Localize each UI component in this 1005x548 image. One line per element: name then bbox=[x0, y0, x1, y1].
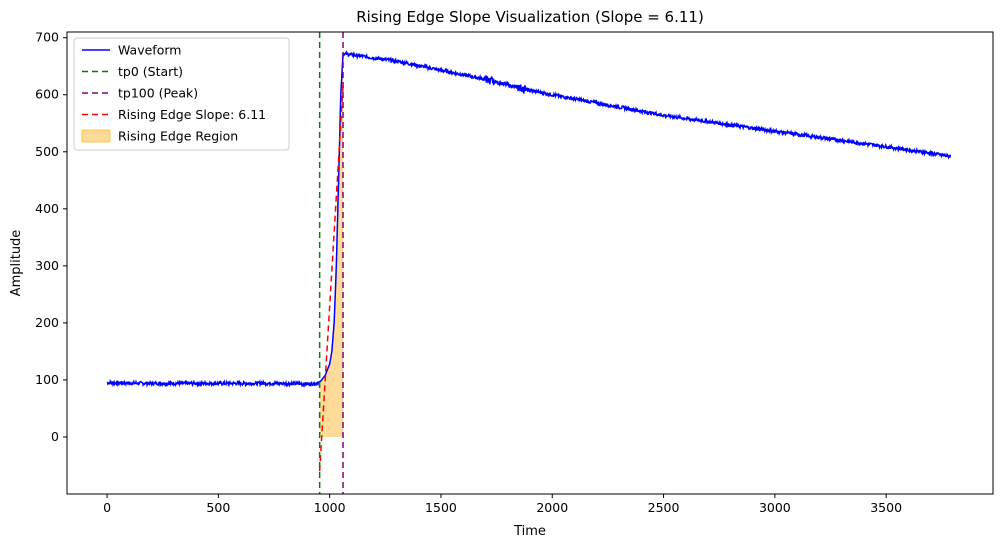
legend-label-tp0: tp0 (Start) bbox=[118, 64, 183, 79]
x-axis: 0 500 1000 1500 2000 2500 3000 3500 bbox=[103, 494, 902, 515]
plot-area bbox=[106, 32, 952, 494]
legend-swatch-region bbox=[81, 129, 111, 143]
x-tick-label: 1000 bbox=[314, 500, 346, 515]
x-tick-label: 3500 bbox=[870, 500, 902, 515]
x-axis-label: Time bbox=[513, 524, 546, 539]
y-tick-label: 200 bbox=[35, 315, 59, 330]
x-tick-label: 500 bbox=[206, 500, 230, 515]
y-axis-label: Amplitude bbox=[9, 230, 24, 297]
legend-label-slope: Rising Edge Slope: 6.11 bbox=[118, 107, 266, 122]
legend-label-region: Rising Edge Region bbox=[118, 129, 238, 144]
y-tick-label: 600 bbox=[35, 87, 59, 102]
x-tick-label: 2000 bbox=[536, 500, 568, 515]
legend-label-tp100: tp100 (Peak) bbox=[118, 86, 198, 101]
legend-box bbox=[73, 37, 290, 151]
legend-label-waveform: Waveform bbox=[118, 43, 181, 58]
plot-frame bbox=[66, 31, 994, 495]
y-tick-label: 500 bbox=[35, 144, 59, 159]
x-tick-label: 0 bbox=[103, 500, 111, 515]
x-tick-label: 3000 bbox=[759, 500, 791, 515]
legend: Waveform tp0 (Start) tp100 (Peak) Rising Ed… bbox=[73, 37, 290, 151]
y-axis: 0 100 200 300 400 500 600 700 bbox=[35, 30, 67, 444]
slope-line bbox=[318, 86, 344, 472]
rising-edge-region bbox=[319, 53, 343, 437]
y-tick-label: 700 bbox=[35, 30, 59, 45]
y-tick-label: 0 bbox=[51, 429, 59, 444]
y-tick-label: 400 bbox=[35, 201, 59, 216]
y-tick-label: 100 bbox=[35, 372, 59, 387]
y-tick-label: 300 bbox=[35, 258, 59, 273]
x-tick-label: 2500 bbox=[648, 500, 680, 515]
x-tick-label: 1500 bbox=[425, 500, 457, 515]
waveform-line bbox=[106, 50, 952, 388]
chart-title: Rising Edge Slope Visualization (Slope =… bbox=[356, 8, 704, 26]
